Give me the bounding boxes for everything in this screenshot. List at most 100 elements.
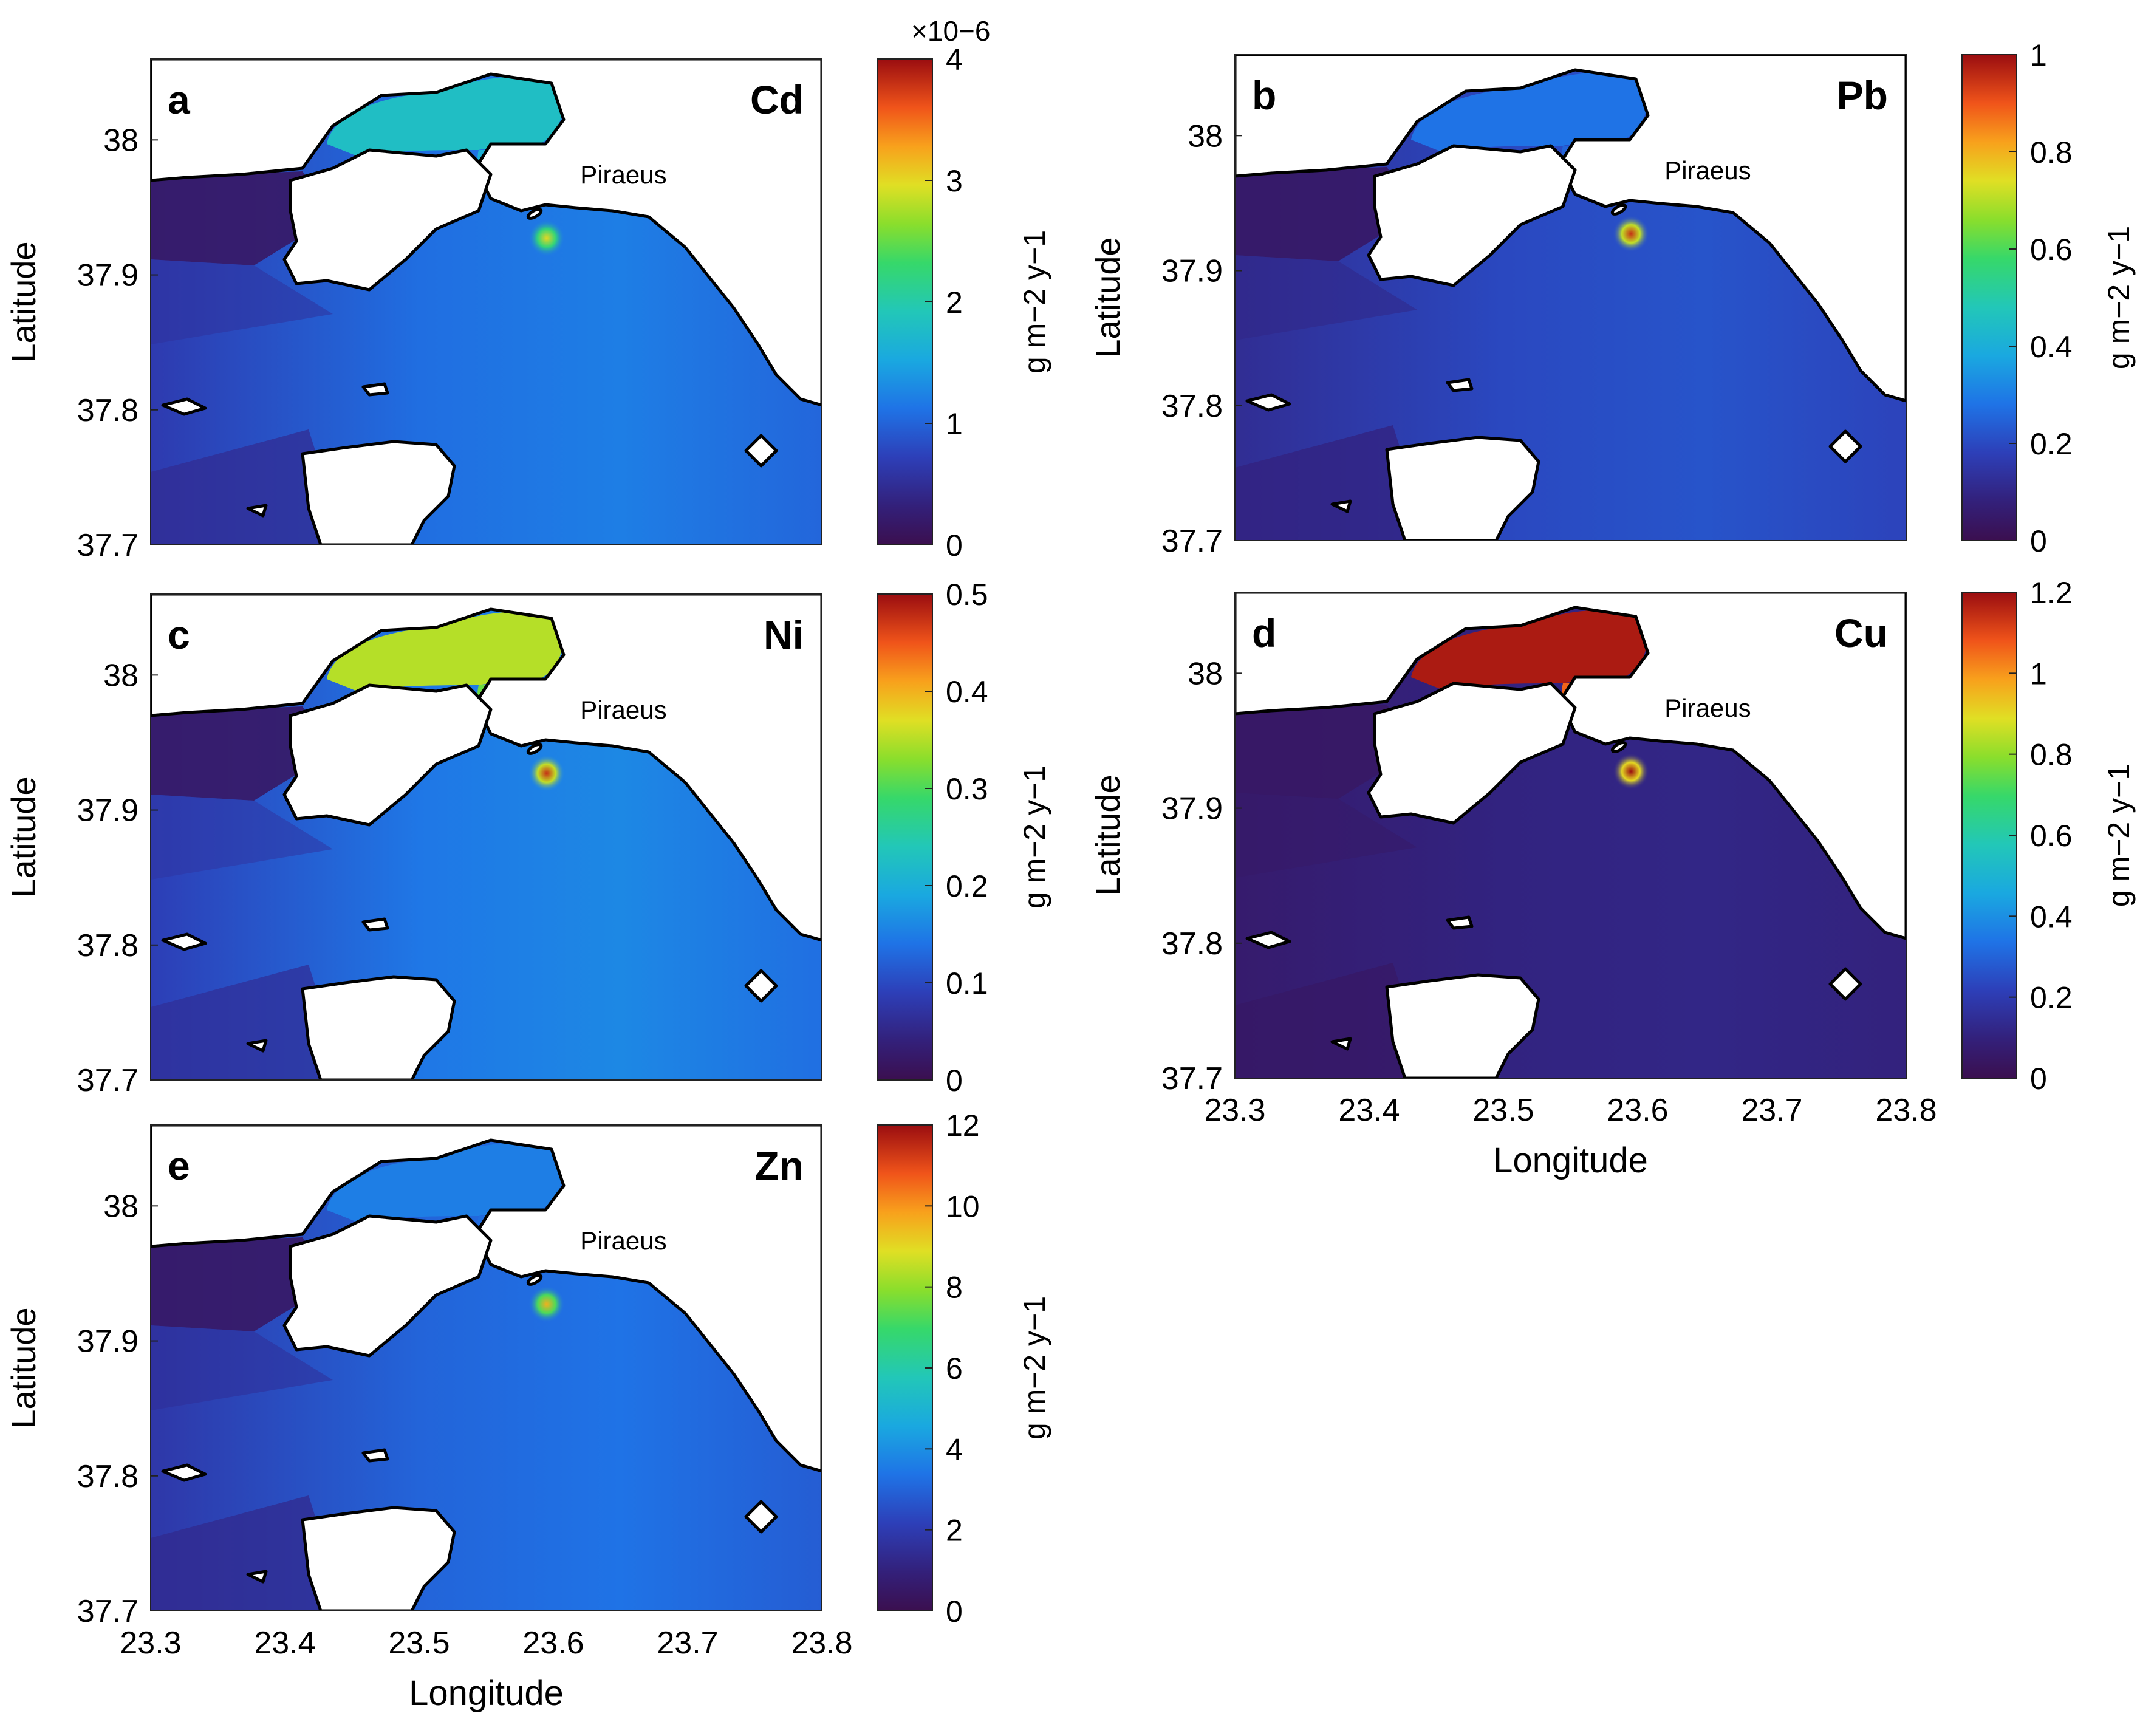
panel-e: e Zn Piraeus 37.7 37.8 37.9 38 Latitude 23.3 23.4… bbox=[4, 1109, 1051, 1713]
small-island-west bbox=[1245, 393, 1291, 412]
axes-frame bbox=[150, 593, 822, 1081]
y-axis-label: Latitude bbox=[1089, 237, 1127, 358]
y-tick-label: 37.9 bbox=[1161, 791, 1223, 827]
aegina-island bbox=[301, 975, 456, 1080]
colorbar bbox=[877, 58, 933, 545]
western-shade bbox=[151, 795, 333, 880]
mainland bbox=[151, 594, 822, 942]
y-tick-label: 37.9 bbox=[77, 258, 138, 293]
piraeus-label: Piraeus bbox=[1664, 156, 1751, 185]
colorbar-tick-label: 4 bbox=[946, 43, 963, 77]
colorbar-tick-label: 0.5 bbox=[946, 578, 988, 612]
colorbar-tick-label: 0.4 bbox=[946, 675, 988, 709]
metal-label: Pb bbox=[1837, 73, 1888, 118]
y-tick-label: 37.7 bbox=[77, 1594, 138, 1629]
panel-c: c Ni Piraeus 37.7 37.8 37.9 38 Latitude 0 0.1 0.2 0… bbox=[4, 578, 1051, 1098]
colorbar-tick-label: 1 bbox=[2030, 38, 2047, 72]
colorbar-tick-label: 0 bbox=[946, 528, 963, 562]
colorbar-tick-label: 0.8 bbox=[2030, 738, 2073, 772]
map-d bbox=[1235, 592, 1906, 1078]
outfall-hotspot bbox=[1612, 216, 1649, 252]
y-tick-label: 37.8 bbox=[77, 393, 138, 428]
salamina-island bbox=[282, 148, 493, 292]
small-island-east bbox=[744, 969, 778, 1003]
piraeus-breakwater bbox=[526, 208, 543, 220]
salamina-island bbox=[282, 683, 493, 827]
piraeus-breakwater bbox=[1610, 741, 1627, 753]
outfall-hotspot bbox=[1612, 753, 1649, 790]
small-island-east bbox=[1828, 967, 1862, 1001]
colorbar-tick-label: 12 bbox=[946, 1109, 980, 1143]
map-a bbox=[151, 59, 822, 545]
panel-letter: c bbox=[168, 612, 190, 657]
x-tick-label: 23.4 bbox=[254, 1625, 315, 1661]
small-island-south bbox=[246, 504, 268, 518]
map-c bbox=[151, 594, 822, 1080]
aegina-island bbox=[301, 1506, 456, 1611]
y-tick-label: 38 bbox=[1188, 118, 1223, 154]
piraeus-breakwater bbox=[526, 743, 543, 755]
western-shade bbox=[151, 1325, 333, 1410]
aegina-island bbox=[1385, 436, 1540, 541]
x-tick-label: 23.5 bbox=[1472, 1093, 1534, 1128]
y-tick-label: 37.8 bbox=[77, 1459, 138, 1494]
x-tick-label: 23.3 bbox=[1204, 1093, 1265, 1128]
y-tick-label: 38 bbox=[103, 1189, 138, 1224]
y-axis-label: Latitude bbox=[4, 241, 43, 362]
small-island-east bbox=[744, 1500, 778, 1534]
colorbar-tick-label: 0.4 bbox=[2030, 330, 2073, 364]
piraeus-label: Piraeus bbox=[580, 1226, 666, 1255]
colorbar-multiplier: ×10−6 bbox=[911, 15, 990, 47]
western-gulf-low bbox=[1235, 167, 1417, 261]
y-tick-label: 38 bbox=[1188, 656, 1223, 691]
small-island-center bbox=[361, 917, 389, 932]
panel-letter: d bbox=[1252, 610, 1276, 655]
axes-frame bbox=[1234, 54, 1907, 541]
western-gulf-low bbox=[151, 1237, 333, 1331]
small-island-west bbox=[161, 1463, 207, 1482]
southwest-shade bbox=[1235, 425, 1429, 541]
colorbar-tick-label: 0 bbox=[946, 1594, 963, 1628]
small-island-west bbox=[1245, 931, 1291, 949]
outfall-hotspot bbox=[528, 1286, 565, 1322]
small-island-center bbox=[361, 1448, 389, 1463]
small-island-west bbox=[161, 932, 207, 951]
colorbar-label: g m−2 y−1 bbox=[2102, 226, 2136, 369]
mainland bbox=[1235, 55, 1906, 403]
piraeus-label: Piraeus bbox=[580, 160, 666, 189]
x-tick-label: 23.7 bbox=[1741, 1093, 1802, 1128]
colorbar bbox=[1961, 592, 2017, 1079]
bay-deposition bbox=[327, 77, 562, 156]
aegina-island bbox=[1385, 973, 1540, 1078]
colorbar-label: g m−2 y−1 bbox=[1017, 765, 1051, 909]
aegina-island bbox=[301, 440, 456, 545]
colorbar-tick-label: 3 bbox=[946, 164, 963, 198]
western-gulf-low bbox=[151, 706, 333, 801]
piraeus-breakwater bbox=[526, 1274, 543, 1286]
mainland bbox=[151, 1125, 822, 1473]
y-tick-label: 37.7 bbox=[1161, 1061, 1223, 1096]
axes-frame bbox=[150, 1124, 822, 1611]
y-axis-label: Latitude bbox=[4, 776, 43, 897]
panel-b: b Pb Piraeus 37.7 37.8 37.9 38 Latitude 0 0.2 0.4 0… bbox=[1089, 38, 2136, 559]
colorbar bbox=[1961, 54, 2017, 541]
small-island-south bbox=[246, 1570, 268, 1584]
western-gulf-low bbox=[151, 171, 333, 265]
colorbar-label: g m−2 y−1 bbox=[2102, 764, 2136, 907]
x-tick-label: 23.7 bbox=[657, 1625, 718, 1661]
small-island-south bbox=[1330, 1037, 1352, 1051]
bay-deposition bbox=[1411, 610, 1647, 689]
colorbar-tick-label: 0.4 bbox=[2030, 900, 2073, 934]
colorbar-label: g m−2 y−1 bbox=[1017, 1296, 1051, 1440]
y-tick-label: 38 bbox=[103, 658, 138, 693]
x-tick-label: 23.3 bbox=[120, 1625, 181, 1661]
colorbar-tick-label: 6 bbox=[946, 1352, 963, 1386]
x-axis-label: Longitude bbox=[409, 1673, 564, 1713]
colorbar-tick-label: 0 bbox=[946, 1064, 963, 1098]
colorbar-tick-label: 0.6 bbox=[2030, 233, 2073, 267]
x-tick-label: 23.4 bbox=[1338, 1093, 1400, 1128]
y-tick-label: 37.8 bbox=[1161, 926, 1223, 962]
colorbar bbox=[877, 593, 933, 1081]
colorbar-tick-label: 10 bbox=[946, 1189, 980, 1223]
